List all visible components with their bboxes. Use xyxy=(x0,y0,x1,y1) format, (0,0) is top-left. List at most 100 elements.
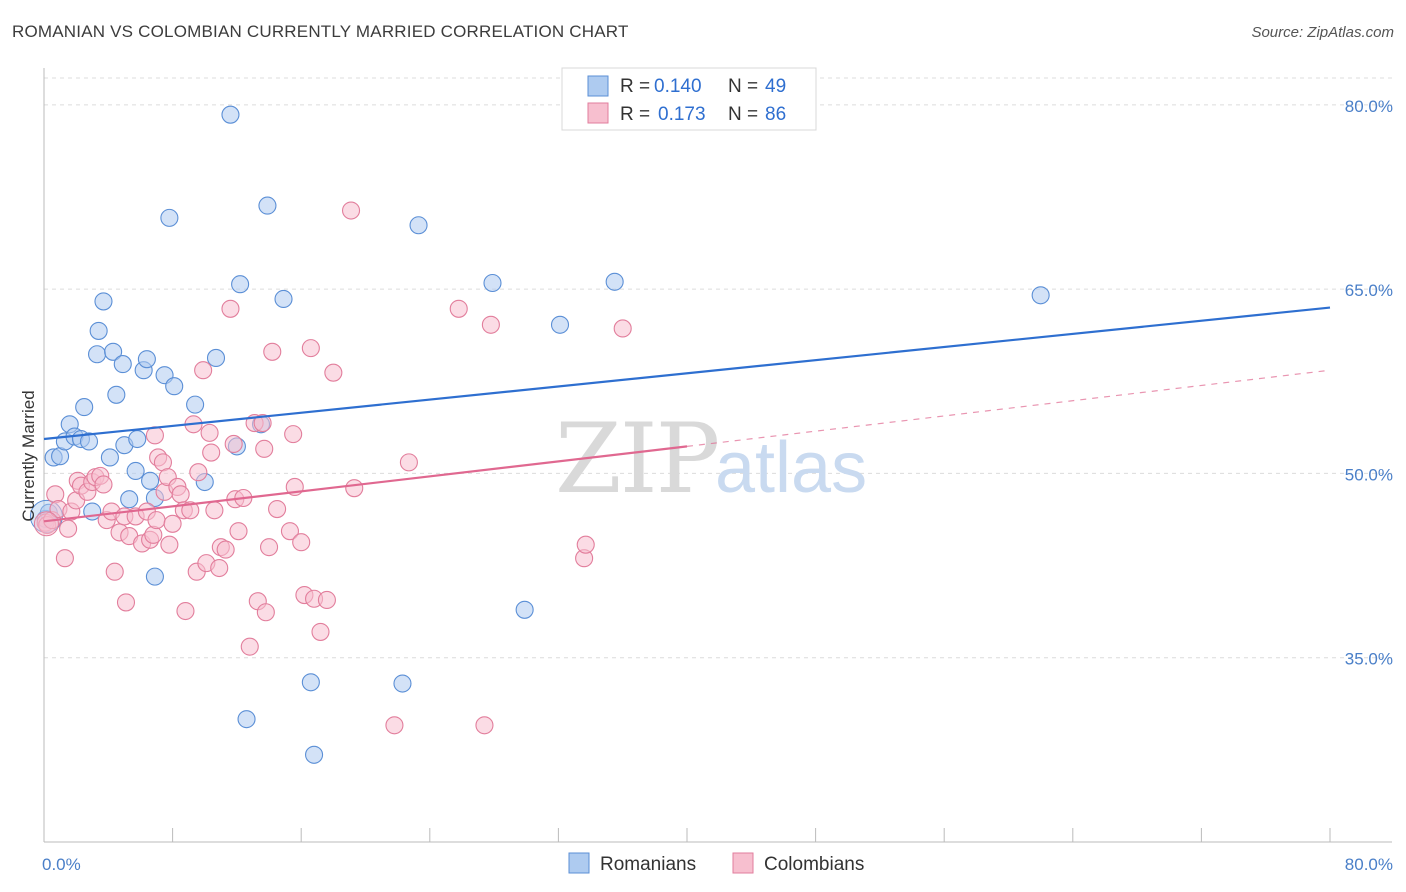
x-tick-labels: 0.0% 80.0% xyxy=(42,855,1393,874)
y-tick-labels: 80.0% 65.0% 50.0% 35.0% xyxy=(1345,97,1393,669)
romanian-point-47 xyxy=(605,272,624,291)
legend-n-value-2: 86 xyxy=(765,104,786,125)
colombian-point-36 xyxy=(171,485,190,504)
colombian-point-82 xyxy=(255,439,274,458)
romanian-point-17 xyxy=(113,355,132,374)
romanian-point-16 xyxy=(107,385,126,404)
romanian-point-30 xyxy=(186,395,205,414)
bottom-legend-label-colombians: Colombians xyxy=(764,854,864,875)
romanian-point-20 xyxy=(126,461,145,481)
colombian-point-3 xyxy=(46,485,65,504)
legend-bottom: Romanians Colombians xyxy=(568,852,864,875)
colombian-point-62 xyxy=(280,522,299,541)
legend-n-value-1: 49 xyxy=(765,76,786,97)
romanian-point-39 xyxy=(274,289,293,309)
romanian-point-19 xyxy=(120,490,139,509)
series-romanians-points xyxy=(29,105,1050,764)
colombian-point-73 xyxy=(345,479,364,498)
colombian-point-65 xyxy=(292,533,311,552)
romanian-point-23 xyxy=(137,350,156,369)
trend-lines xyxy=(43,306,1331,523)
colombian-point-54 xyxy=(240,637,259,656)
romanian-point-32 xyxy=(206,348,226,367)
romanian-point-11 xyxy=(87,345,107,364)
y-tick-label-1: 65.0% xyxy=(1345,281,1393,300)
y-tick-label-3: 35.0% xyxy=(1345,650,1393,669)
y-axis-label: Currently Married xyxy=(19,390,38,521)
legend-r-value-1: 0.140 xyxy=(654,76,702,97)
trend-line-romanians xyxy=(43,306,1331,441)
colombian-point-69 xyxy=(311,622,330,641)
colombian-point-45 xyxy=(202,443,221,462)
bottom-legend-label-romanians: Romanians xyxy=(600,854,696,875)
romanian-point-35 xyxy=(231,275,250,294)
colombian-point-67 xyxy=(301,339,320,358)
colombian-point-63 xyxy=(284,425,303,444)
romanian-point-48 xyxy=(1031,286,1050,305)
trend-line-colombians-extension xyxy=(686,369,1331,447)
colombian-point-71 xyxy=(324,363,343,382)
romanian-point-8 xyxy=(75,398,94,417)
colombian-point-58 xyxy=(256,603,275,622)
legend-n-label-2: N = xyxy=(728,104,758,125)
colombian-point-57 xyxy=(253,414,272,433)
colombian-point-cluster xyxy=(33,511,59,537)
romanian-point-13 xyxy=(94,292,113,311)
romanian-point-24 xyxy=(141,471,160,490)
romanian-point-14 xyxy=(100,448,119,467)
romanian-point-33 xyxy=(221,105,240,124)
romanian-point-42 xyxy=(393,674,412,693)
romanian-point-46 xyxy=(550,315,570,334)
legend-top: R = 0.140 N = 49 R = 0.173 N = 86 xyxy=(561,67,817,131)
colombian-point-28 xyxy=(147,511,166,530)
y-tick-label-0: 80.0% xyxy=(1345,97,1393,116)
x-tick-label-1: 80.0% xyxy=(1345,855,1393,874)
colombian-point-85 xyxy=(189,463,208,482)
colombian-point-6 xyxy=(59,519,78,538)
legend-r-value-2: 0.173 xyxy=(658,104,706,125)
romanian-point-41 xyxy=(305,745,324,764)
romanian-point-43 xyxy=(409,216,428,235)
colombian-point-72 xyxy=(341,201,361,220)
colombian-point-44 xyxy=(200,423,219,442)
colombian-point-15 xyxy=(94,475,113,494)
legend-swatch-romanians xyxy=(587,75,609,97)
colombian-point-34 xyxy=(163,514,182,533)
colombian-point-42 xyxy=(194,361,213,380)
colombian-point-70 xyxy=(317,590,336,610)
legend-r-label-1: R = xyxy=(620,76,650,97)
y-tick-label-2: 50.0% xyxy=(1345,465,1393,484)
colombian-point-75 xyxy=(399,453,418,472)
colombian-point-76 xyxy=(449,299,468,318)
romanian-point-36 xyxy=(237,710,256,729)
colombian-point-49 xyxy=(216,540,235,559)
colombian-point-59 xyxy=(259,538,279,557)
romanian-point-26 xyxy=(145,567,164,586)
romanian-point-12 xyxy=(89,321,108,340)
colombian-point-74 xyxy=(385,716,404,735)
colombian-point-77 xyxy=(475,716,494,735)
legend-swatch-colombians xyxy=(587,102,609,124)
romanian-point-45 xyxy=(515,600,534,619)
colombian-point-5 xyxy=(55,549,74,568)
romanian-point-28 xyxy=(160,208,179,227)
colombian-point-33 xyxy=(160,535,179,554)
colombian-point-78 xyxy=(481,315,500,334)
legend-n-label-1: N = xyxy=(728,76,758,97)
bottom-legend-swatch-romanians xyxy=(568,852,590,874)
x-tick-label-0: 0.0% xyxy=(42,855,81,874)
source-label: Source: ZipAtlas.com xyxy=(1251,24,1394,41)
bottom-legend-swatch-colombians xyxy=(732,852,754,874)
romanian-point-29 xyxy=(165,377,184,396)
colombian-point-61 xyxy=(268,500,287,519)
grid-lines xyxy=(44,77,1392,659)
watermark-atlas: atlas xyxy=(715,428,867,508)
romanian-point-38 xyxy=(258,196,277,215)
colombian-point-80 xyxy=(576,535,595,554)
series-colombians-points xyxy=(33,201,632,735)
colombian-point-39 xyxy=(181,501,200,520)
romanian-point-44 xyxy=(483,273,502,293)
watermark: ZIP atlas xyxy=(555,403,867,515)
romanian-point-15 xyxy=(104,342,123,361)
trend-line-colombians xyxy=(43,445,688,523)
